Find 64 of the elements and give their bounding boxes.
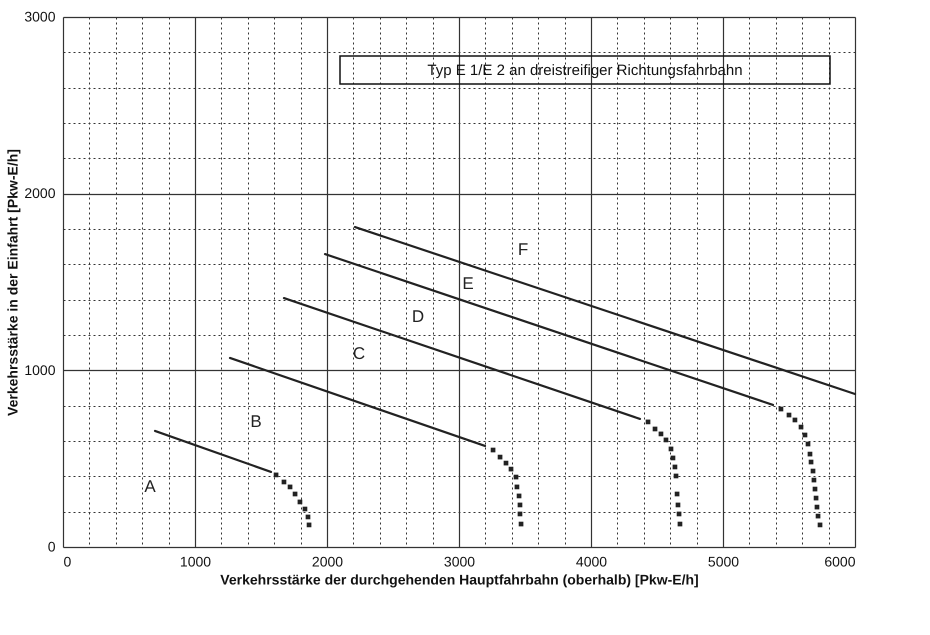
point <box>298 500 302 504</box>
point <box>810 468 816 474</box>
point <box>508 466 514 472</box>
point <box>798 424 804 430</box>
point <box>306 522 312 528</box>
point <box>676 512 682 516</box>
point <box>814 504 820 510</box>
point <box>288 484 292 490</box>
point <box>274 472 278 478</box>
point <box>816 514 820 518</box>
point <box>282 480 286 484</box>
point <box>664 438 668 442</box>
point <box>518 522 524 526</box>
x-axis-title: Verkehrsstärke der durchgehenden Hauptfahrbahn (oberhalb) [Pkw-E/h] <box>220 572 699 588</box>
x-tick-label: 5000 <box>708 554 740 570</box>
point <box>808 452 812 456</box>
annotation: F <box>518 240 528 259</box>
annotation: A <box>144 477 156 496</box>
x-tick-label: 1000 <box>180 554 212 570</box>
point <box>672 464 678 470</box>
annotation: E <box>462 274 474 293</box>
point <box>778 406 784 412</box>
point <box>812 478 816 482</box>
y-axis-title: Verkehrsstärke in der Einfahrt [Pkw-E/h] <box>4 149 20 416</box>
x-tick-label: 2000 <box>312 554 344 570</box>
x-tick-label: 4000 <box>576 554 608 570</box>
point <box>302 506 308 512</box>
point <box>652 426 658 432</box>
point <box>292 492 298 496</box>
point <box>518 512 522 516</box>
point <box>518 502 522 508</box>
y-tick-label: 2000 <box>24 185 56 202</box>
y-tick-label: 3000 <box>24 8 56 24</box>
point <box>814 496 818 500</box>
annotation: C <box>352 344 366 363</box>
point <box>516 494 522 498</box>
annotation: B <box>250 412 262 431</box>
annotation: D <box>412 307 424 326</box>
point <box>674 492 680 496</box>
point <box>514 484 520 490</box>
point <box>674 474 678 478</box>
point <box>676 502 680 508</box>
point <box>658 432 664 436</box>
x-tick-label: 0 <box>64 554 72 570</box>
point <box>786 412 792 418</box>
point <box>490 448 496 452</box>
point <box>504 460 508 466</box>
x-tick-label: 3000 <box>444 554 476 570</box>
point <box>818 522 822 528</box>
point <box>678 522 682 526</box>
x-tick-label: 6000 <box>824 554 856 570</box>
point <box>802 432 808 438</box>
point <box>646 420 650 424</box>
point <box>306 514 310 520</box>
y-tick-label: 1000 <box>24 362 56 378</box>
point <box>670 456 676 460</box>
point <box>668 446 674 452</box>
point <box>792 418 798 422</box>
point <box>498 454 502 460</box>
point <box>514 474 518 480</box>
point <box>806 442 810 446</box>
point <box>808 460 814 464</box>
point <box>812 486 818 492</box>
y-tick-label: 0 <box>48 538 56 554</box>
